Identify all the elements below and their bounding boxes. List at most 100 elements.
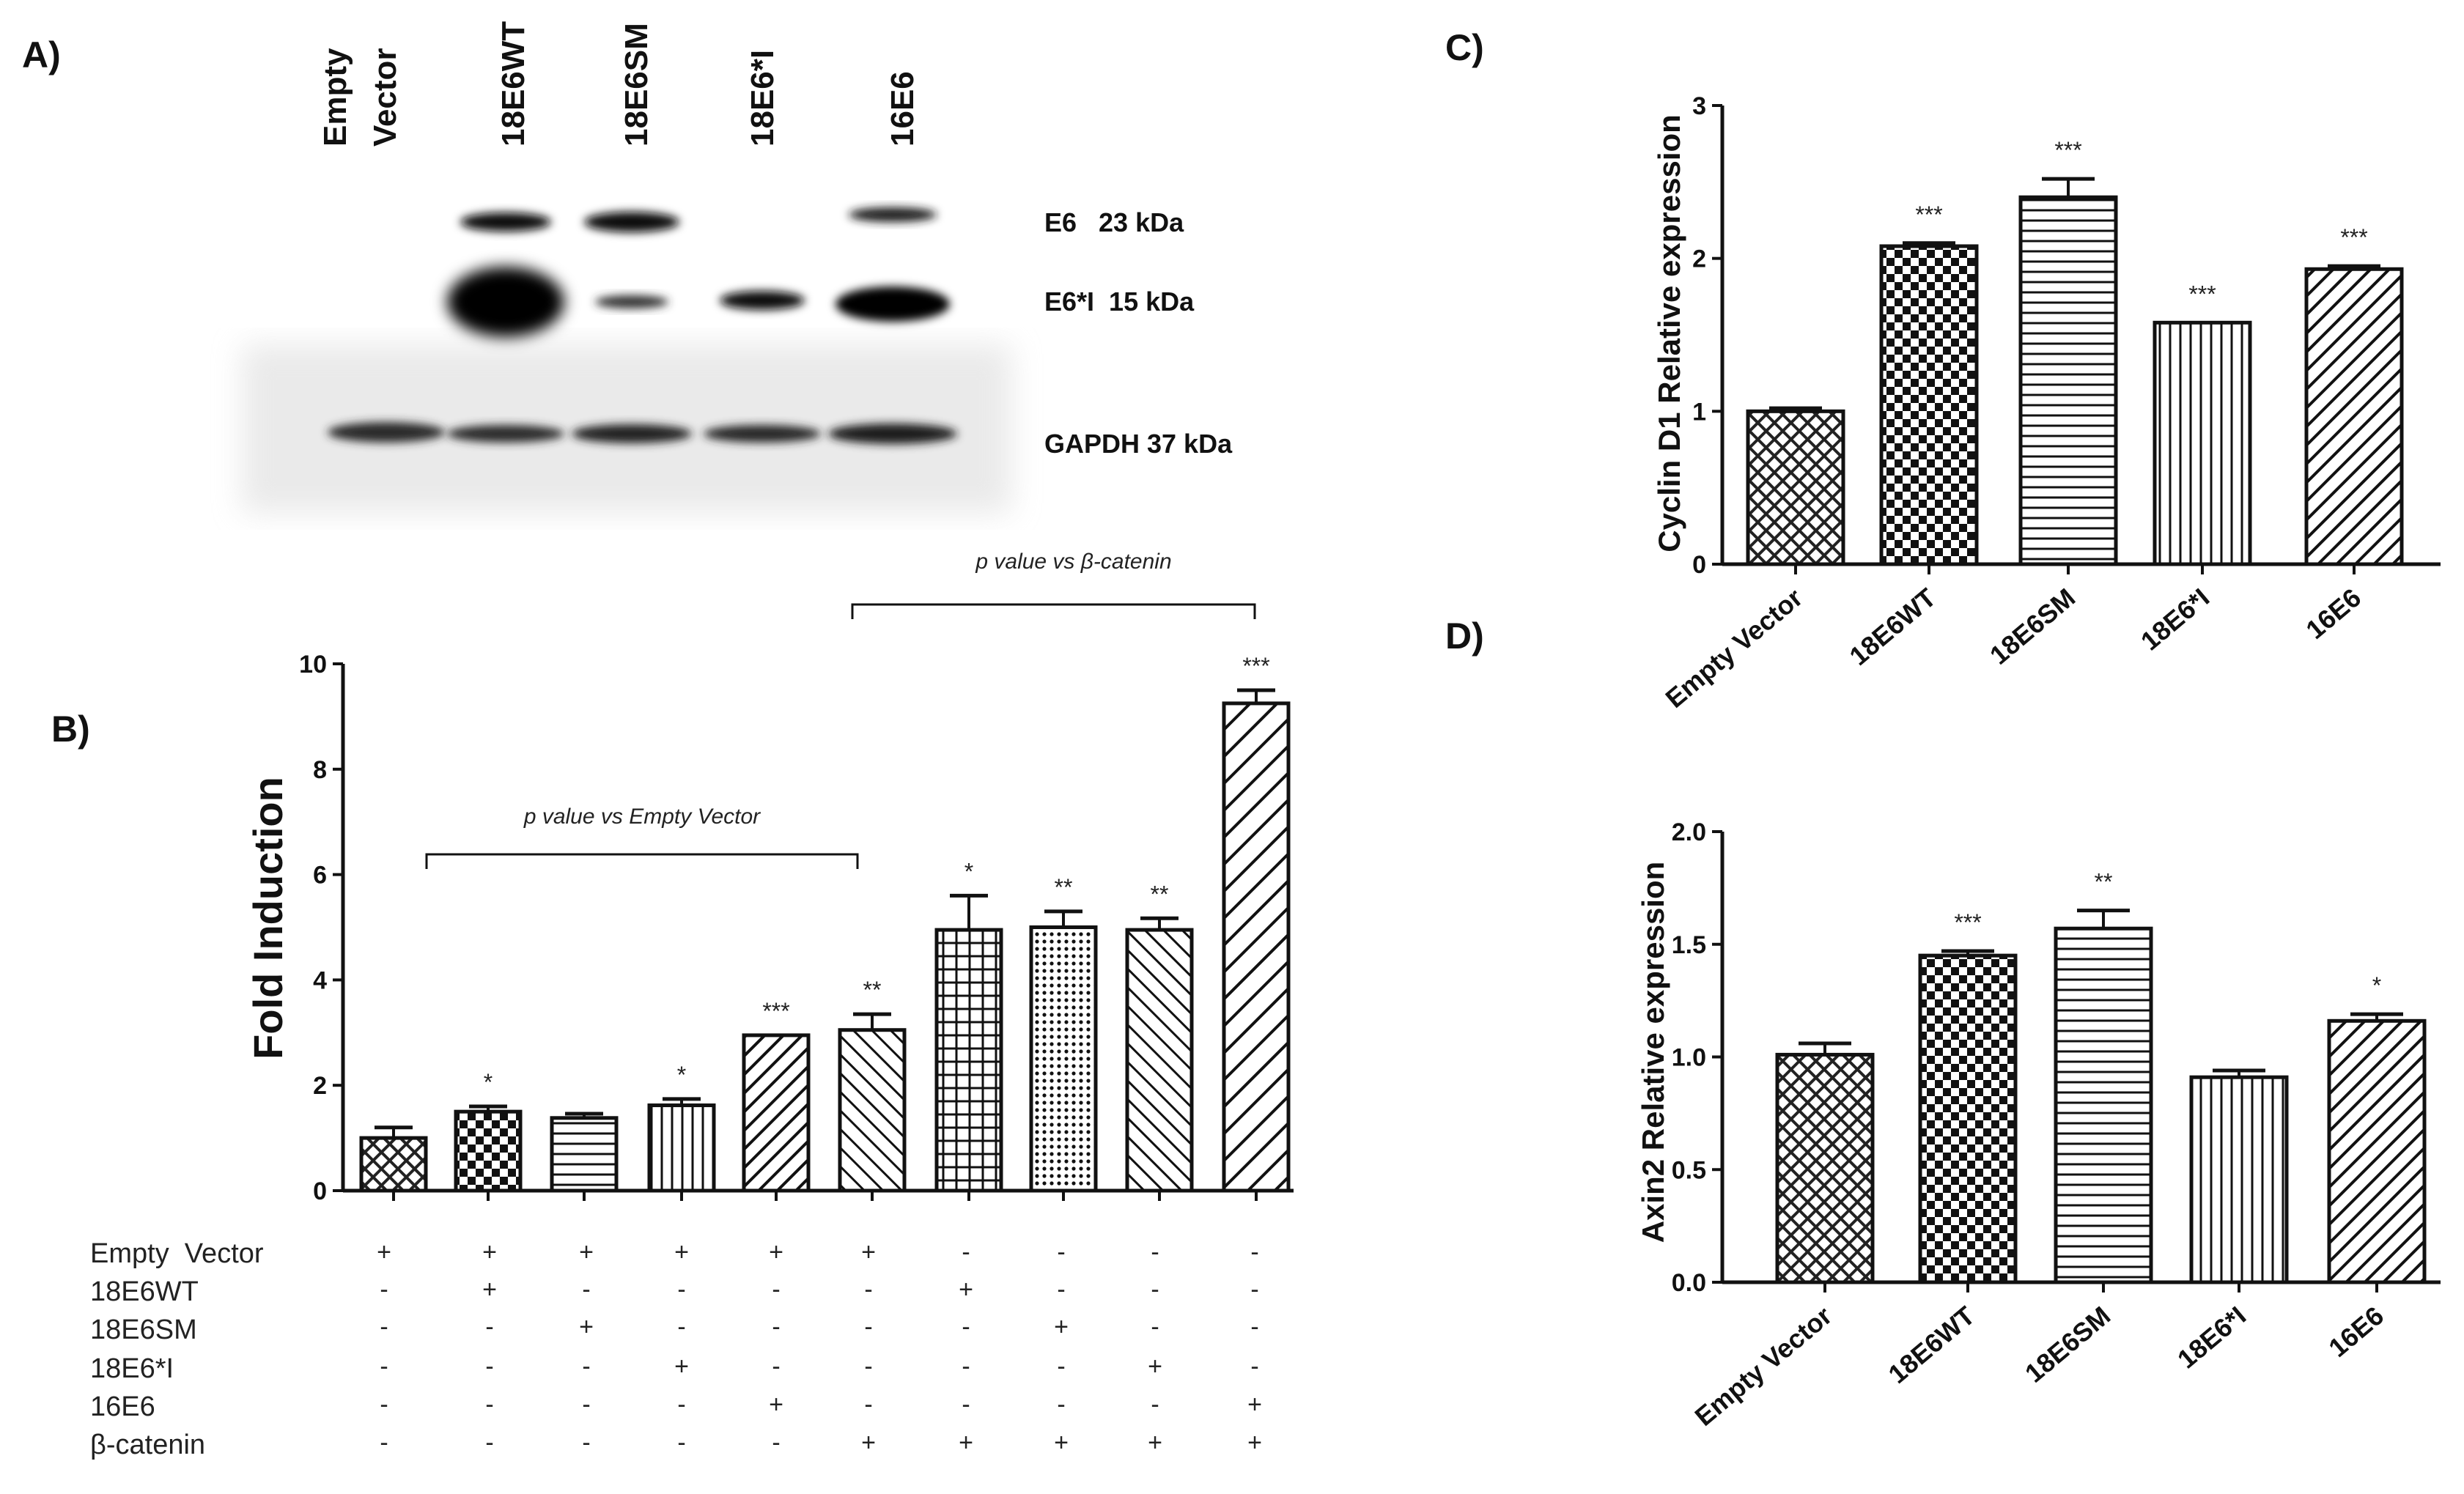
condition-mark: + (1247, 1429, 1262, 1457)
condition-mark: - (864, 1276, 872, 1303)
annotation-vs-beta-catenin: p value vs β-catenin (975, 550, 1171, 574)
bar (1029, 925, 1098, 1193)
band-label-gapdh: GAPDH 37 kDa (1044, 429, 1233, 459)
condition-mark: - (380, 1391, 388, 1419)
axin2-chart: Axin2 Relative expression 0.0 0.5 1.0 1.5 2.… (1636, 818, 2441, 1432)
chart-b-significance: * ********* ***** (484, 653, 1270, 1095)
condition-mark: - (677, 1276, 685, 1303)
western-blot: Empty Vector 18E6WT 18E6SM 18E6*I 16E6 E… (242, 21, 1233, 513)
condition-name: β-catenin (90, 1430, 205, 1460)
chart-d-ylabel: Axin2 Relative expression (1636, 862, 1670, 1243)
panel-label-d: D) (1445, 615, 1484, 657)
condition-mark: + (769, 1238, 783, 1266)
y-tick-label: 2 (1692, 245, 1706, 273)
condition-mark: - (677, 1313, 685, 1341)
bar (1222, 701, 1291, 1193)
condition-mark: + (674, 1353, 689, 1380)
condition-mark: + (861, 1429, 876, 1457)
y-tick-label: 0.0 (1672, 1269, 1706, 1297)
bar (359, 1136, 428, 1193)
condition-mark: - (1250, 1353, 1258, 1380)
category-label: 18E6SM (2019, 1301, 2116, 1388)
condition-mark: - (1057, 1391, 1065, 1419)
chart-c-categories: Empty Vector 18E6WT 18E6SM 18E6*I 16E6 (1660, 583, 2367, 714)
y-tick-label: 8 (313, 756, 327, 784)
lane-label-empty-line1: Empty (317, 48, 353, 147)
y-tick-label: 0.5 (1672, 1156, 1706, 1184)
bar (1879, 244, 1979, 566)
category-label: Empty Vector (1660, 583, 1809, 714)
condition-mark: - (677, 1391, 685, 1419)
band-gapdh-16e6 (828, 424, 957, 444)
significance-label: *** (1915, 201, 1942, 228)
y-tick-label: 6 (313, 862, 327, 890)
bar (838, 1028, 907, 1193)
condition-mark: - (1057, 1238, 1065, 1266)
bar (454, 1109, 523, 1193)
category-label: 16E6 (2323, 1301, 2389, 1363)
condition-mark: - (864, 1313, 872, 1341)
condition-mark: - (1151, 1276, 1159, 1303)
band-e6-18e6wt (460, 212, 551, 232)
condition-mark: - (1250, 1313, 1258, 1341)
y-tick-label: 1.5 (1672, 931, 1706, 959)
bracket-vs-beta-catenin (851, 603, 1256, 619)
condition-mark: + (959, 1429, 973, 1457)
bar (647, 1103, 716, 1193)
category-label: 18E6SM (1984, 583, 2081, 670)
significance-label: ** (2095, 869, 2113, 895)
condition-mark: - (864, 1391, 872, 1419)
condition-mark: + (861, 1238, 876, 1266)
category-label: 18E6WT (1844, 583, 1942, 671)
category-label: Empty Vector (1689, 1301, 1838, 1432)
significance-label: ** (1151, 881, 1169, 907)
condition-mark: - (582, 1391, 590, 1419)
bar (934, 928, 1003, 1193)
significance-label: *** (1242, 653, 1269, 679)
condition-mark: + (482, 1276, 497, 1303)
condition-matrix: + + + + + + - - - - - + - - - - + - - - - - + - - - - + - - - - - + - - - - + -… (377, 1238, 1262, 1457)
chart-d-significance: ****** (1954, 869, 2381, 999)
bar (1125, 928, 1194, 1193)
condition-mark: - (1250, 1238, 1258, 1266)
condition-mark: + (482, 1238, 497, 1266)
condition-mark: - (582, 1353, 590, 1380)
band-gapdh-18e6sm (572, 424, 692, 443)
y-tick-label: 0 (1692, 551, 1706, 579)
condition-mark: - (485, 1429, 493, 1457)
condition-mark: - (485, 1353, 493, 1380)
condition-mark: - (962, 1391, 970, 1419)
condition-name: Empty Vector (90, 1238, 264, 1269)
condition-mark: - (380, 1353, 388, 1380)
condition-mark: - (380, 1313, 388, 1341)
chart-c-bars (1746, 177, 2404, 574)
bar (2327, 1018, 2427, 1284)
bar (1918, 953, 2018, 1284)
category-label: 18E6WT (1883, 1301, 1981, 1389)
chart-b-ylabel: Fold Induction (245, 777, 291, 1060)
y-tick-label: 0 (313, 1177, 327, 1205)
condition-name: 16E6 (90, 1391, 155, 1422)
bar (2054, 926, 2153, 1284)
y-tick-label: 1 (1692, 398, 1706, 426)
condition-mark: - (962, 1313, 970, 1341)
significance-label: * (677, 1062, 686, 1088)
significance-label: *** (2054, 137, 2081, 163)
significance-label: * (2372, 972, 2381, 999)
y-tick-label: 2 (313, 1072, 327, 1100)
bar (2153, 320, 2252, 566)
bar (550, 1116, 619, 1193)
condition-table: Empty Vector 18E6WT 18E6SM 18E6*I 16E6 β… (90, 1238, 1262, 1460)
panel-label-b: B) (51, 709, 90, 750)
condition-mark: - (1151, 1238, 1159, 1266)
panel-label-c: C) (1445, 27, 1484, 68)
condition-mark: + (769, 1391, 783, 1419)
chart-b-bars (359, 688, 1291, 1201)
condition-mark: - (1250, 1276, 1258, 1303)
bar (2189, 1075, 2289, 1284)
condition-mark: + (1148, 1429, 1162, 1457)
y-tick-label: 3 (1692, 92, 1706, 120)
significance-label: *** (2188, 281, 2216, 307)
